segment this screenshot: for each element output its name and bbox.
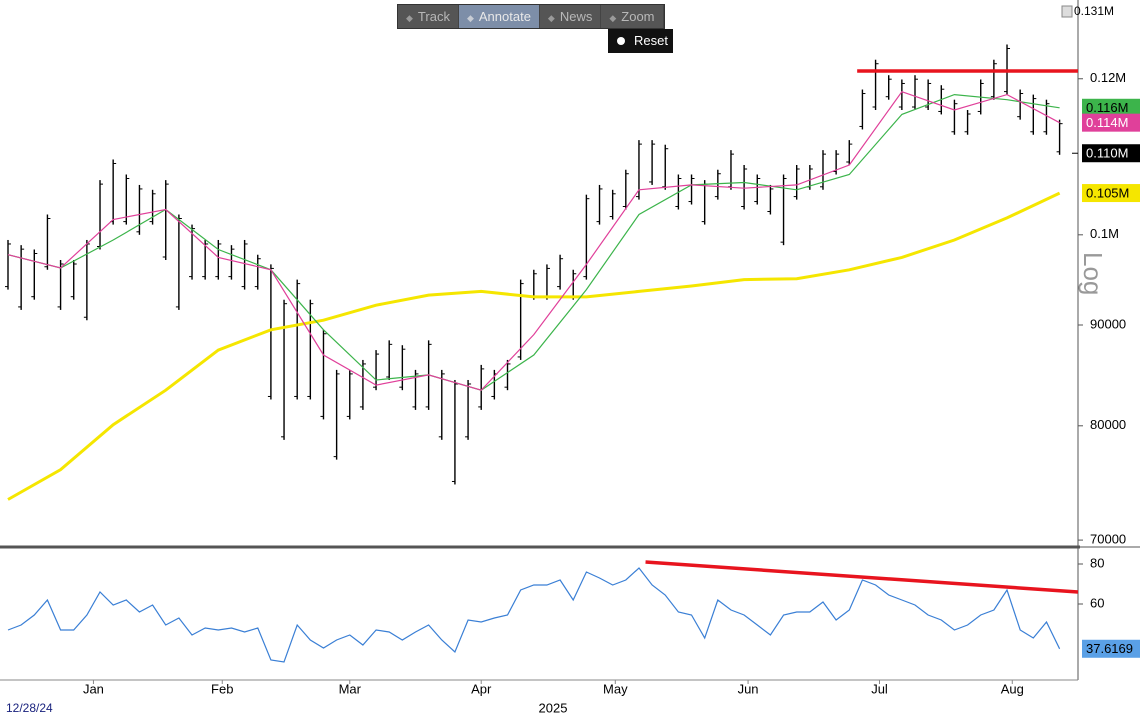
x-tick-label: Apr xyxy=(471,681,492,696)
last-value-label: 0.105M xyxy=(1086,185,1129,200)
toolbar-button[interactable]: News xyxy=(540,5,602,28)
trend-line xyxy=(645,560,1079,594)
y-tick-label: 90000 xyxy=(1090,316,1126,331)
last-value-label: 0.110M xyxy=(1086,146,1128,161)
x-tick-label: Jan xyxy=(83,681,104,696)
year-label: 2025 xyxy=(539,700,568,715)
last-value-label: 0.114M xyxy=(1086,115,1128,130)
y-tick-label: 80000 xyxy=(1090,417,1126,432)
scale-label: Log xyxy=(1078,252,1108,296)
line-series xyxy=(7,191,1061,501)
line-series xyxy=(7,93,1060,391)
y-tick-label: 80 xyxy=(1090,555,1104,570)
last-value-label: 37.6169 xyxy=(1086,641,1133,656)
y-tick-label: 70000 xyxy=(1090,532,1126,547)
last-value-label: 0.116M xyxy=(1086,100,1128,115)
x-tick-label: Jul xyxy=(871,681,888,696)
last-value-label-box xyxy=(1082,144,1140,163)
toolbar-button[interactable]: Zoom xyxy=(601,5,664,28)
last-value-label-box xyxy=(1082,639,1140,658)
x-tick-label: Mar xyxy=(339,681,362,696)
last-value-label-box xyxy=(1082,113,1140,132)
toolbar: TrackAnnotateNewsZoom xyxy=(397,4,665,29)
toolbar-button[interactable]: Track xyxy=(398,5,459,28)
last-value-label-box xyxy=(1082,98,1140,117)
toolbar-button[interactable]: Annotate xyxy=(458,5,540,28)
line-series xyxy=(7,567,1061,663)
x-tick-label: Aug xyxy=(1001,681,1024,696)
reset-button[interactable]: Reset xyxy=(608,29,673,53)
x-tick-label: Jun xyxy=(738,681,759,696)
y-tick-label: 0.12M xyxy=(1090,70,1126,85)
y-tick-label: 60 xyxy=(1090,595,1104,610)
line-series xyxy=(7,90,1060,391)
y-tick-label: 0.1M xyxy=(1090,226,1119,241)
top-label: 0.131M xyxy=(1074,4,1114,18)
x-tick-label: May xyxy=(603,681,628,696)
top-label-icon xyxy=(1061,5,1073,18)
x-tick-label: Feb xyxy=(211,681,233,696)
start-date: 12/28/24 xyxy=(6,701,53,715)
last-value-label-box xyxy=(1082,184,1140,203)
